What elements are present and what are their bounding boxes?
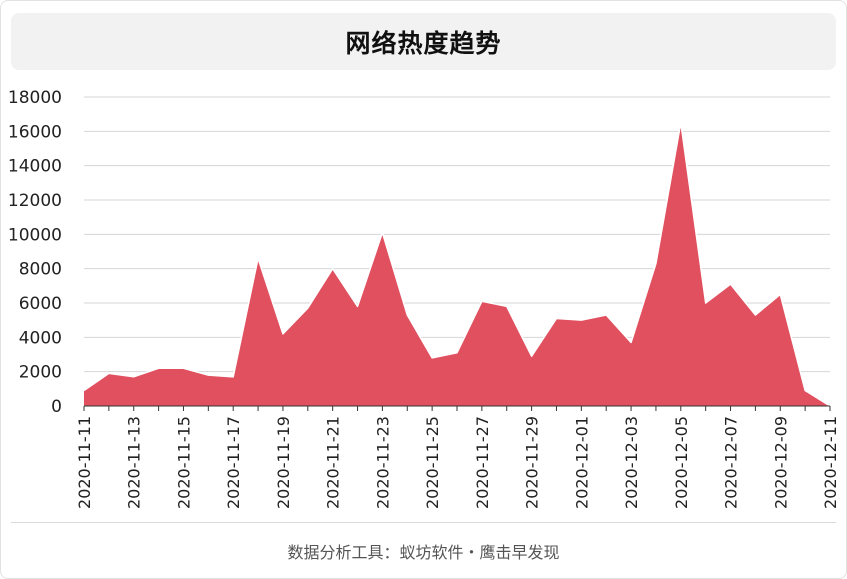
y-tick-label: 16000 — [8, 122, 62, 142]
title-bar: 网络热度趋势 — [11, 13, 836, 70]
x-tick-label: 2020-11-13 — [125, 416, 144, 509]
y-tick-label: 0 — [51, 397, 62, 417]
x-tick-label: 2020-11-29 — [523, 416, 542, 509]
x-tick-label: 2020-11-15 — [174, 416, 193, 509]
area-fill — [84, 122, 830, 406]
x-tick-label: 2020-11-21 — [324, 416, 343, 509]
x-tick-label: 2020-11-27 — [473, 416, 492, 509]
x-tick-label: 2020-11-17 — [224, 416, 243, 509]
x-tick-label: 2020-11-25 — [423, 416, 442, 509]
footer-divider — [11, 522, 836, 523]
y-tick-label: 14000 — [8, 157, 62, 177]
footer-source: 数据分析工具：蚁坊软件・鹰击早发现 — [287, 543, 560, 562]
y-tick-label: 8000 — [19, 260, 62, 280]
y-tick-label: 12000 — [8, 191, 62, 211]
chart-title: 网络热度趋势 — [345, 28, 502, 58]
y-tick-label: 10000 — [8, 225, 62, 245]
x-tick-label: 2020-11-23 — [373, 416, 392, 509]
y-tick-label: 4000 — [19, 328, 62, 348]
x-tick-label: 2020-12-05 — [672, 416, 691, 509]
x-tick-label: 2020-12-03 — [622, 416, 641, 509]
y-tick-label: 2000 — [19, 363, 62, 383]
y-tick-label: 18000 — [8, 88, 62, 108]
grid-lines — [84, 96, 830, 373]
x-tick-labels: 2020-11-11 2020-11-13 2020-11-15 2020-11-17… — [75, 416, 840, 509]
y-tick-labels: 0 2000 4000 6000 8000 10000 12000 14000 16000 180… — [8, 88, 62, 417]
x-tick-label: 2020-12-09 — [771, 416, 790, 509]
x-tick-label: 2020-11-11 — [75, 416, 94, 509]
x-tick-label: 2020-12-07 — [722, 416, 741, 509]
area-series — [83, 122, 831, 407]
axes — [83, 405, 831, 411]
x-tick-label: 2020-12-11 — [821, 416, 840, 509]
x-tick-label: 2020-12-01 — [572, 416, 591, 509]
x-tick-label: 2020-11-19 — [274, 416, 293, 509]
y-tick-label: 6000 — [19, 294, 62, 314]
